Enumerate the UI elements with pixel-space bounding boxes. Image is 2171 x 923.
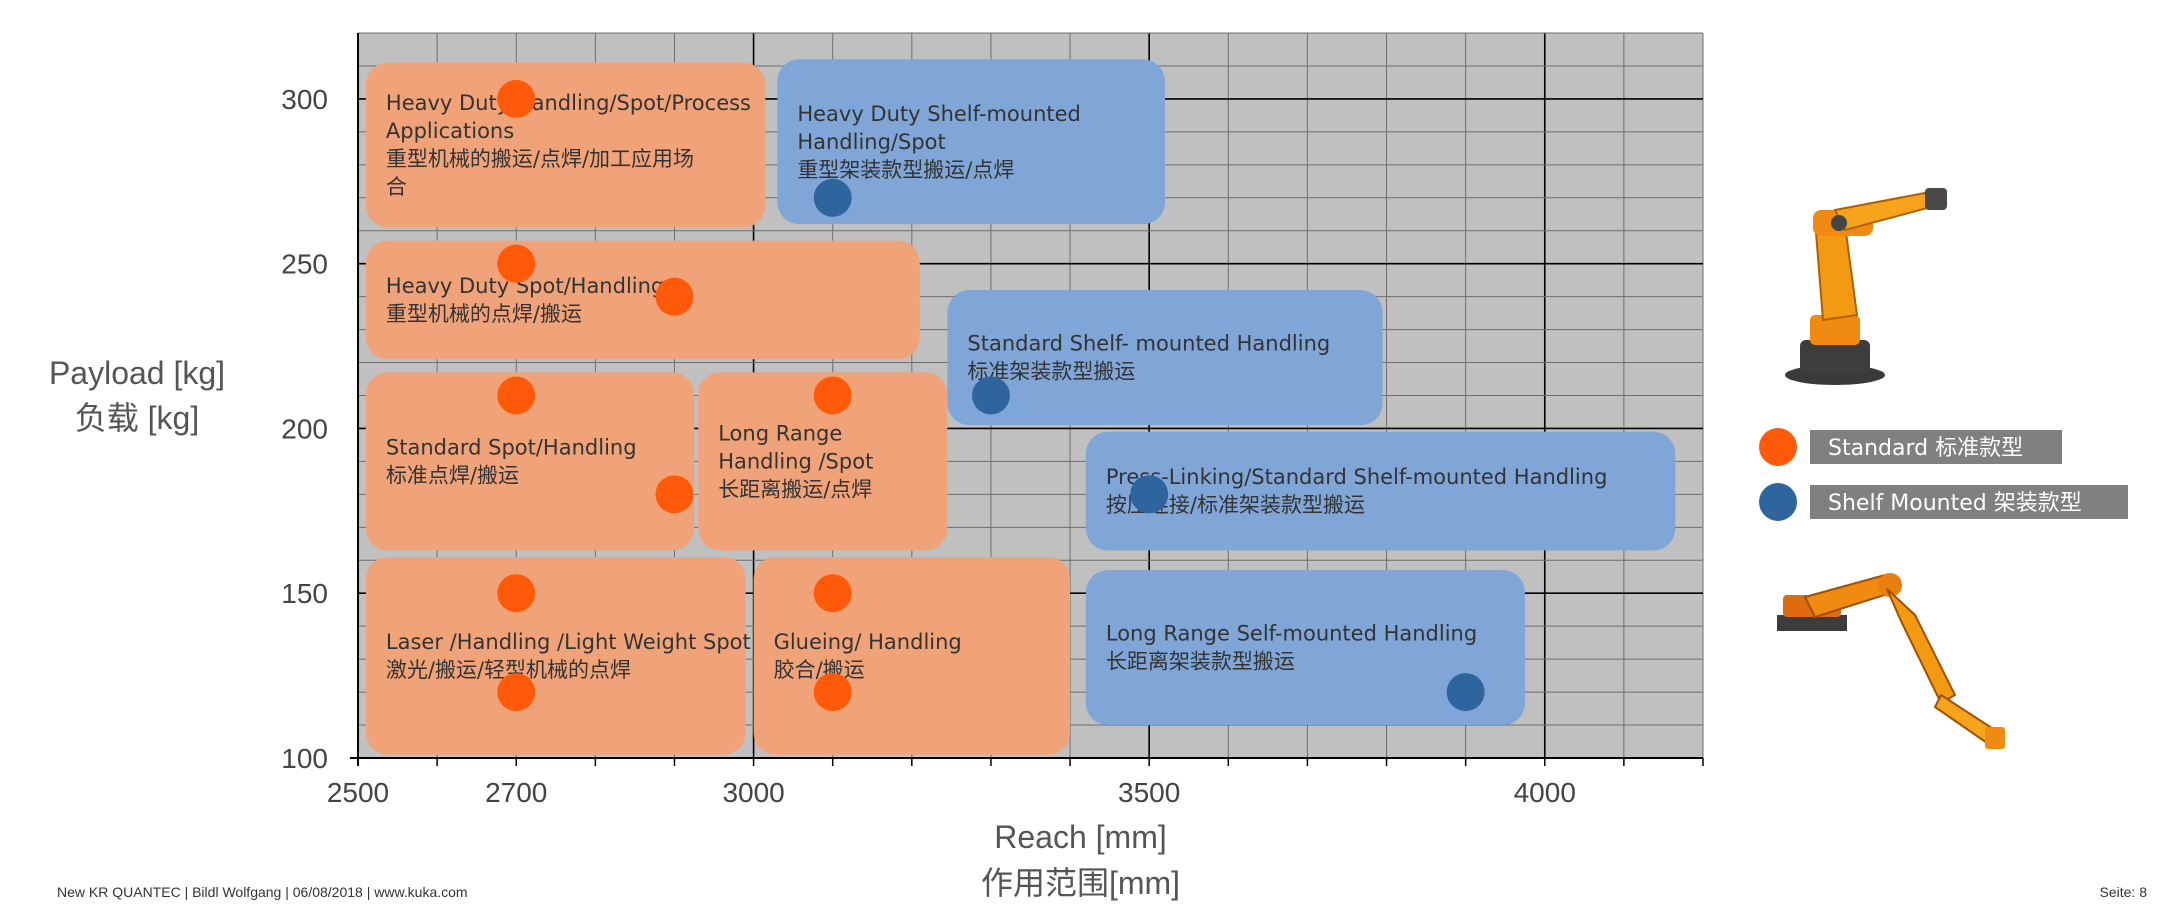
region-label: Laser /Handling /Light Weight Spot <box>386 630 751 654</box>
region-box <box>365 240 920 360</box>
region-label: 重型机械的点焊/搬运 <box>386 302 582 326</box>
x-axis-title: Reach [mm] <box>994 819 1166 855</box>
data-point <box>1130 475 1169 514</box>
y-axis-title: 负载 [kg] <box>75 400 199 436</box>
region-label: 胶合/搬运 <box>774 658 865 682</box>
region-label: Standard Shelf- mounted Handling <box>967 332 1330 356</box>
legend-label-bg <box>1810 430 2062 464</box>
region-label: Applications <box>386 119 514 143</box>
data-point <box>813 178 852 217</box>
page-number: Seite: 8 <box>2099 884 2147 900</box>
data-point <box>1446 673 1485 712</box>
data-point <box>497 79 536 118</box>
data-point <box>497 376 536 415</box>
region-label: Long Range <box>718 421 842 445</box>
region-label: 合 <box>386 175 407 199</box>
data-point <box>497 574 536 613</box>
x-tick-label: 3000 <box>722 777 784 808</box>
legend-marker <box>1759 483 1797 521</box>
y-tick-label: 100 <box>281 743 328 774</box>
region-label: Press-Linking/Standard Shelf-mounted Han… <box>1106 465 1608 489</box>
x-tick-label: 2700 <box>485 777 547 808</box>
x-axis-title: 作用范围[mm] <box>981 865 1180 901</box>
legend-label: Shelf Mounted 架装款型 <box>1828 491 2082 516</box>
region-box <box>1085 431 1676 551</box>
y-tick-label: 300 <box>281 84 328 115</box>
region-label: 长距离搬运/点焊 <box>718 477 872 501</box>
y-tick-label: 200 <box>281 413 328 444</box>
x-tick-label: 4000 <box>1514 777 1576 808</box>
region-label: 重型机械的搬运/点焊/加工应用场 <box>386 147 694 171</box>
region-label: Glueing/ Handling <box>774 630 962 654</box>
region-label: Long Range Self-mounted Handling <box>1106 622 1477 646</box>
data-point <box>497 673 536 712</box>
region-label: 重型架装款型搬运/点焊 <box>797 158 1014 182</box>
region-box <box>1085 570 1525 726</box>
region-box <box>777 59 1165 225</box>
data-point <box>813 673 852 712</box>
data-point <box>497 244 536 283</box>
region-label: Standard Spot/Handling <box>386 435 637 459</box>
x-tick-label: 3500 <box>1118 777 1180 808</box>
data-point <box>813 376 852 415</box>
region-box <box>365 372 695 551</box>
region-box <box>753 556 1071 755</box>
data-point <box>971 376 1010 415</box>
region-label: Heavy Duty Shelf-mounted <box>797 102 1081 126</box>
region-box <box>698 372 948 551</box>
data-point <box>813 574 852 613</box>
legend-label-bg <box>1810 485 2128 519</box>
shelf-mounted-robot-image <box>1777 573 2005 749</box>
y-tick-label: 150 <box>281 578 328 609</box>
data-point <box>655 475 694 514</box>
region-box <box>365 556 746 755</box>
region-label: Handling/Spot <box>797 130 945 154</box>
legend-label: Standard 标准款型 <box>1828 436 2023 461</box>
legend-marker <box>1759 428 1797 466</box>
y-tick-label: 250 <box>281 249 328 280</box>
region-label: Heavy Duty Handling/Spot/Process <box>386 91 751 115</box>
standard-robot-image <box>1785 188 1947 385</box>
data-point <box>655 277 694 316</box>
x-tick-label: 2500 <box>327 777 389 808</box>
region-box <box>947 290 1383 426</box>
region-box <box>365 62 766 228</box>
footer-left-text: New KR QUANTEC | Bildl Wolfgang | 06/08/… <box>57 884 468 900</box>
y-axis-title: Payload [kg] <box>49 355 225 391</box>
region-label: 长距离架装款型搬运 <box>1106 650 1295 674</box>
region-label: Handling /Spot <box>718 449 873 473</box>
region-label: 标准点焊/搬运 <box>386 463 519 487</box>
